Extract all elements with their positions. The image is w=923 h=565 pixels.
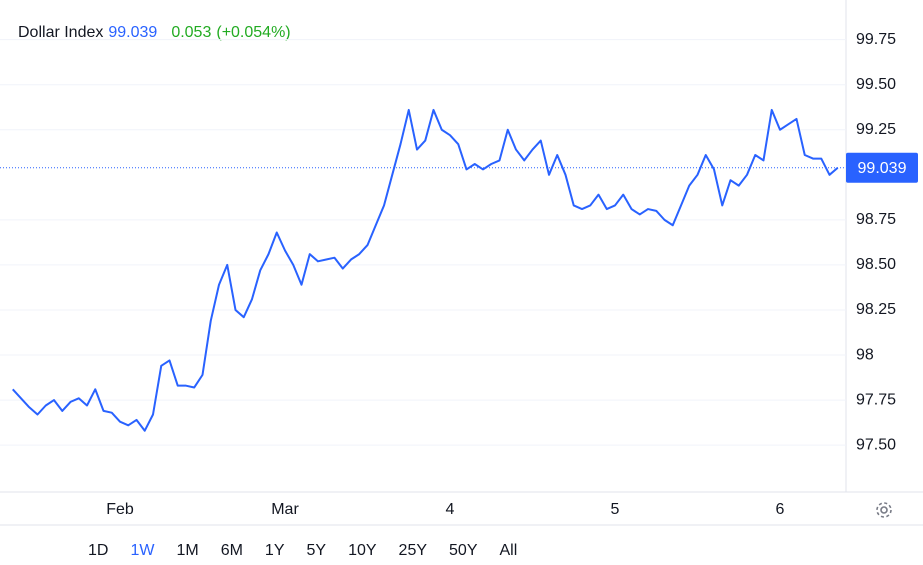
settings-icon[interactable] [876, 502, 892, 518]
y-tick-label: 97.75 [856, 391, 896, 408]
chart-title: Dollar Index [18, 24, 103, 41]
x-tick-label: Feb [106, 501, 134, 518]
y-tick-label: 98.50 [856, 256, 896, 273]
range-button[interactable]: All [499, 542, 517, 559]
range-button[interactable]: 10Y [348, 542, 377, 559]
x-tick-label: 6 [776, 501, 785, 518]
y-tick-label: 99.50 [856, 76, 896, 93]
range-button[interactable]: 25Y [399, 542, 428, 559]
change: 0.053 [171, 24, 211, 41]
y-tick-label: 98.25 [856, 301, 896, 318]
range-button[interactable]: 6M [221, 542, 243, 559]
price-box-label: 99.039 [858, 160, 907, 177]
range-button[interactable]: 1Y [265, 542, 285, 559]
x-tick-label: Mar [271, 501, 299, 518]
y-tick-label: 99.75 [856, 31, 896, 48]
y-tick-label: 99.25 [856, 121, 896, 138]
range-button[interactable]: 50Y [449, 542, 478, 559]
range-button[interactable]: 1W [130, 542, 155, 559]
y-tick-label: 97.50 [856, 436, 896, 453]
price-line [12, 108, 839, 432]
range-button[interactable]: 1M [176, 542, 198, 559]
price-box [846, 152, 918, 183]
y-tick-label: 98 [856, 346, 874, 363]
x-tick-label: 5 [611, 501, 620, 518]
x-tick-label: 4 [446, 501, 455, 518]
price: 99.039 [108, 24, 157, 41]
change-pct: (+0.054%) [216, 24, 290, 41]
range-button[interactable]: 1D [88, 542, 108, 559]
range-button[interactable]: 5Y [307, 542, 327, 559]
y-tick-label: 98.75 [856, 211, 896, 228]
